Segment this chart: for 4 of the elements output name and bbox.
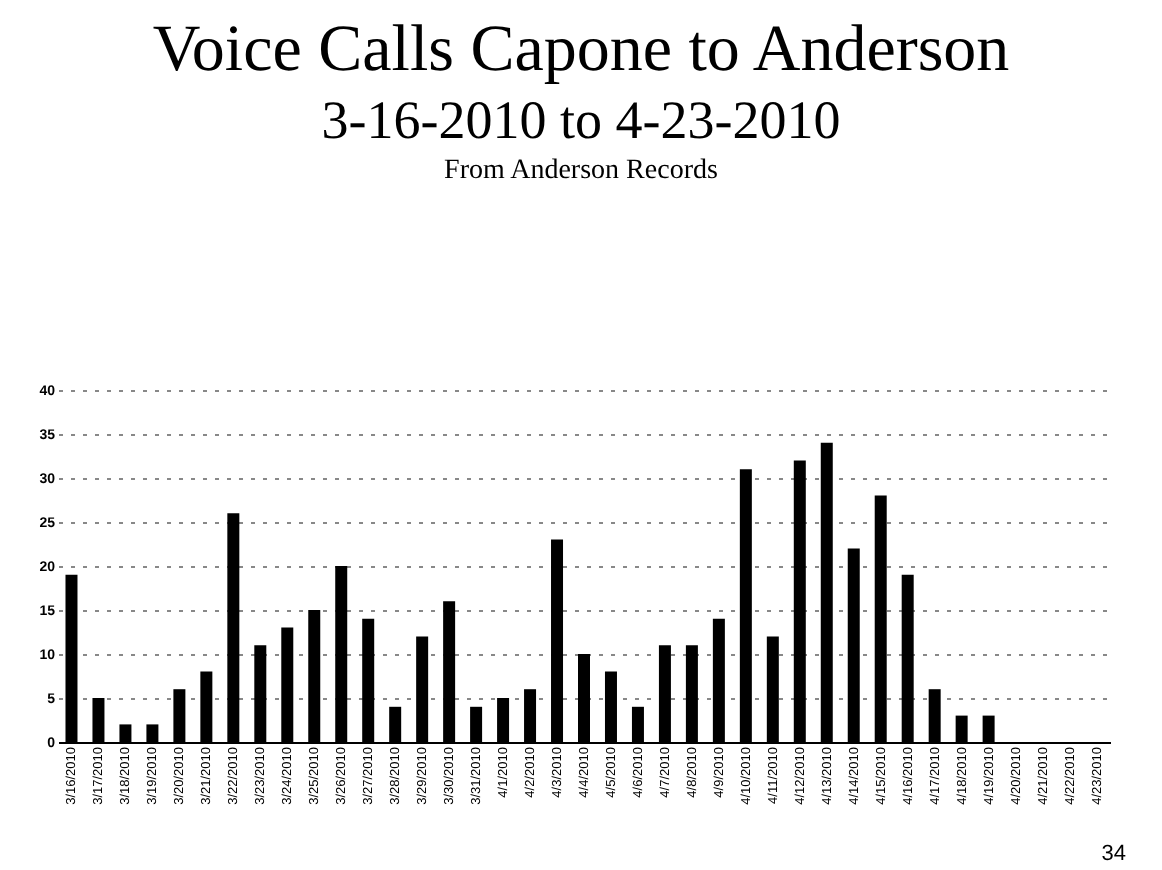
chart-title: Voice Calls Capone to Anderson (150, 12, 1012, 88)
text: 34 (1101, 842, 1126, 866)
chart-subtitle: 3-16-2010 to 4-23-2010 (319, 88, 843, 152)
text: From Anderson Records (442, 154, 720, 190)
